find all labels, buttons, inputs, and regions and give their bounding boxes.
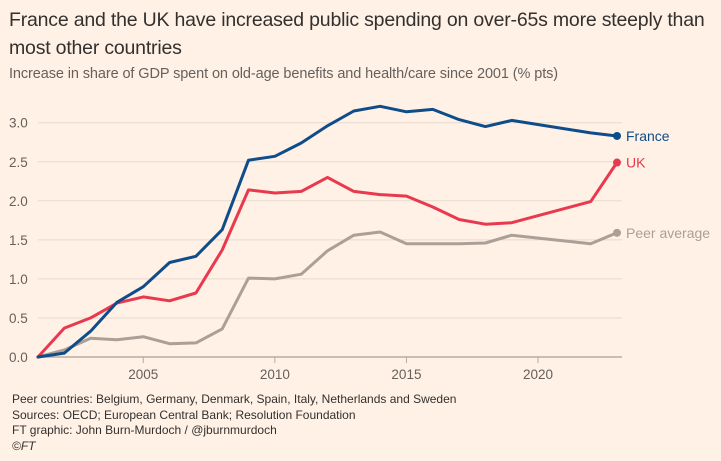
footer-copyright: ©FT [12, 438, 36, 453]
y-tick-label: 2.0 [9, 194, 28, 209]
chart-title: France and the UK have increased public … [9, 9, 705, 59]
gridlines [38, 122, 622, 319]
y-tick-label: 2.5 [9, 155, 28, 170]
y-tick-label: 3.0 [9, 116, 28, 131]
chart-footer: Peer countries: Belgium, Germany, Denmar… [12, 392, 456, 454]
series-endpoint-france [613, 131, 621, 140]
y-tick-label: 0.5 [9, 311, 28, 326]
series-label-peer-average: Peer average [626, 225, 710, 241]
series-line-france [36, 104, 619, 359]
x-tick-label: 2020 [523, 367, 553, 382]
y-tick-label: 0.0 [9, 350, 28, 365]
series-label-uk: UK [626, 155, 646, 171]
x-tick-label: 2015 [391, 367, 421, 382]
y-tick-label: 1.0 [9, 272, 28, 287]
y-axis-ticks: 0.0 0.5 1.0 1.5 2.0 2.5 3.0 [9, 116, 28, 365]
series-line-peer-average [36, 230, 619, 359]
x-tick-label: 2010 [260, 367, 290, 382]
chart-subtitle: Increase in share of GDP spent on old-ag… [9, 66, 559, 82]
y-tick-label: 1.5 [9, 233, 28, 248]
footer-sources: Sources: OECD; European Central Bank; Re… [12, 407, 356, 422]
x-tick-label: 2005 [128, 367, 158, 382]
footer-credit: FT graphic: John Burn-Murdoch / @jburnmu… [12, 423, 277, 438]
series-labels: Peer average UK France [626, 128, 710, 241]
series-endpoint-uk [613, 158, 621, 167]
series-label-france: France [626, 128, 670, 144]
series-line-uk [36, 161, 619, 359]
series-lines [36, 104, 621, 359]
series-endpoint-peer-average [613, 228, 621, 237]
footer-note: Peer countries: Belgium, Germany, Denmar… [12, 392, 457, 406]
x-axis: 2005 2010 2015 2020 [38, 356, 622, 382]
